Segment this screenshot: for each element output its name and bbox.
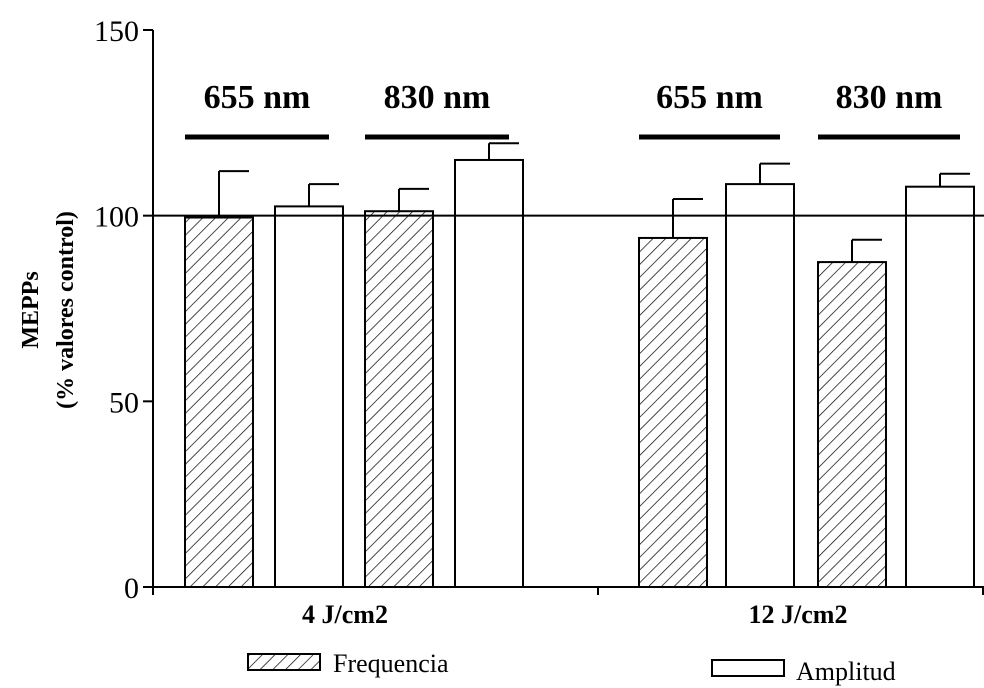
legend-label-amplitud: Amplitud <box>796 657 896 686</box>
bar-12-j-cm2-655-nm-amplitud <box>725 183 795 588</box>
wavelength-label-1-1: 830 nm <box>836 79 943 116</box>
bar-12-j-cm2-655-nm-frequencia <box>638 236 708 589</box>
y-tick-label-50: 50 <box>109 386 139 419</box>
y-tick-label-150: 150 <box>94 15 139 48</box>
legend-swatch-amplitud <box>711 659 785 677</box>
wavelength-label-1-0: 655 nm <box>656 79 763 116</box>
legend-swatch-frequencia <box>247 653 321 671</box>
y-tick-label-0: 0 <box>124 572 139 605</box>
y-axis-label-line2: (% valores control) <box>53 211 79 409</box>
y-tick-label-100: 100 <box>94 201 139 234</box>
bar-4-j-cm2-655-nm-amplitud <box>274 205 344 588</box>
group-label-0: 4 J/cm2 <box>302 600 388 629</box>
group-label-1: 12 J/cm2 <box>749 600 848 629</box>
bar-12-j-cm2-830-nm-amplitud <box>905 185 975 588</box>
legend-label-frequencia: Frequencia <box>333 649 449 678</box>
bar-4-j-cm2-830-nm-amplitud <box>454 158 524 588</box>
bar-12-j-cm2-830-nm-frequencia <box>817 261 887 588</box>
y-axis-label-line1: MEPPs <box>18 271 44 348</box>
bar-4-j-cm2-830-nm-frequencia <box>364 210 434 588</box>
wavelength-label-0-0: 655 nm <box>204 79 311 116</box>
legend: Frequencia Amplitud <box>247 649 896 686</box>
bar-4-j-cm2-655-nm-frequencia <box>184 216 254 588</box>
wavelength-label-0-1: 830 nm <box>384 79 491 116</box>
